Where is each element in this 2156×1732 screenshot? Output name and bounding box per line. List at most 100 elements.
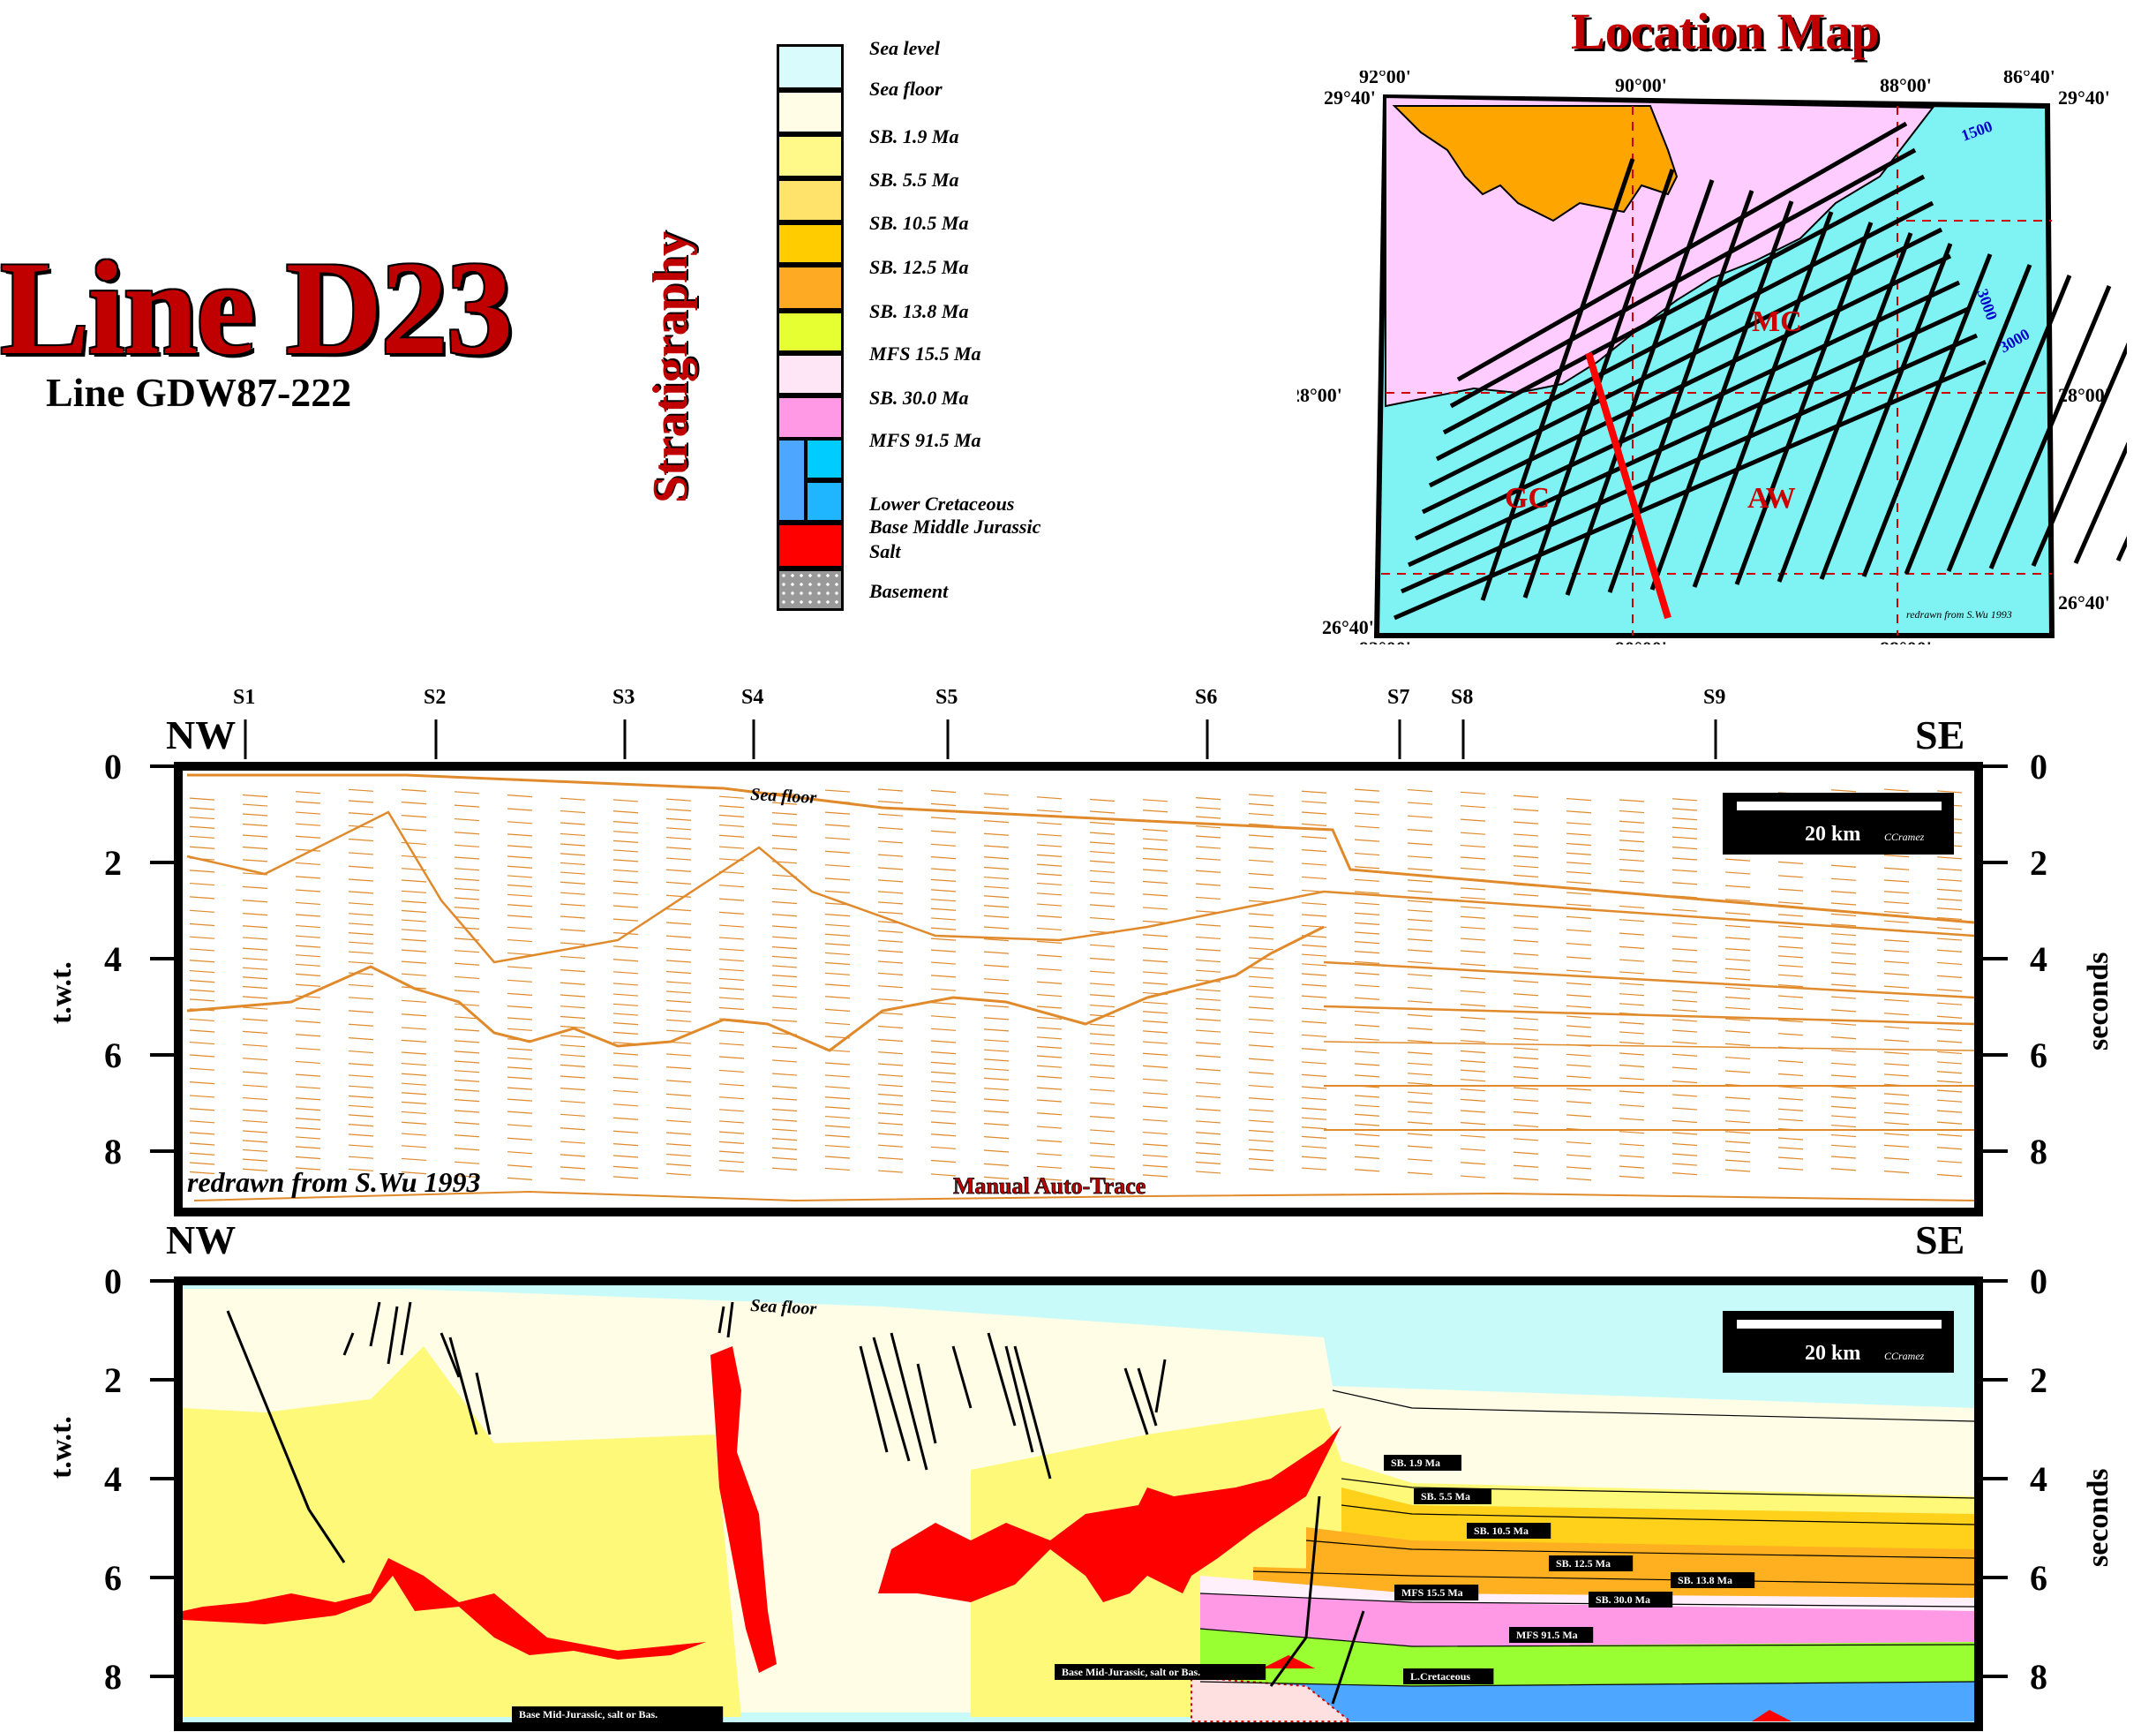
- map-credit: redrawn from S.Wu 1993: [1906, 608, 2012, 621]
- strat-name-8: SB. 30.0 Ma: [869, 387, 969, 409]
- strat-name-3: SB. 5.5 Ma: [869, 169, 959, 191]
- strat-name-12: Salt: [869, 540, 901, 562]
- horizon-label-box-9: [512, 1706, 724, 1722]
- strat-box-12: [777, 523, 844, 569]
- map-line-dip-13: [2031, 342, 2127, 567]
- seis-yticks-tick-R-4: 4: [2030, 939, 2047, 979]
- direction-nw-2: NW: [166, 1223, 236, 1262]
- map-line-dip-9: [1861, 253, 1993, 577]
- axis-label-left: t.w.t.: [45, 961, 78, 1024]
- sea-floor-label: Sea floor: [750, 785, 817, 808]
- interp-yticks-tick-L-4: 4: [104, 1459, 122, 1499]
- horizon-label-5: MFS 15.5 Ma: [1401, 1586, 1463, 1599]
- lon-top-1: 90°00': [1615, 74, 1667, 96]
- map-line-strike-3: [1414, 280, 1961, 541]
- map-line-strike-4: [1421, 253, 1952, 515]
- trace-hatch-15: [189, 960, 1963, 975]
- strat-box-2: [777, 134, 844, 178]
- seis-yticks-tick-R-2: 2: [2030, 843, 2047, 883]
- horizon-label-2: SB. 10.5 Ma: [1474, 1525, 1529, 1537]
- map-line-strike-0: [1394, 359, 1987, 621]
- map-line-strike-2: [1407, 306, 1970, 568]
- map-line-strike-6: [1435, 200, 1934, 462]
- sea-floor-label-2: Sea floor: [750, 1296, 817, 1319]
- map-line-dip-11: [1946, 275, 2072, 572]
- strat-box-3: [777, 178, 844, 222]
- trace-hatch-29: [189, 1121, 1963, 1135]
- map-line-dip-10: [1904, 264, 2032, 575]
- strat-box-4: [777, 222, 844, 265]
- interp-yticks-tick-R-4: 4: [2030, 1459, 2047, 1499]
- interp-frame: [174, 1276, 1983, 1731]
- lat-right-0: 29°40': [2058, 87, 2110, 109]
- interpreted-section-panel: NW SE: [45, 1223, 2115, 1731]
- lat-left-2: 26°40': [1322, 616, 1374, 638]
- trace-h1: [1323, 960, 1975, 999]
- horizon-label-box-3: [1549, 1555, 1634, 1571]
- strat-name-10: Lower Cretaceous: [869, 493, 1015, 515]
- trace-h3: [1323, 1041, 1975, 1051]
- map-line-dip-8: [1819, 243, 1953, 580]
- crossline-label-s1: S1: [233, 686, 255, 709]
- lon-top-0: 92°00': [1359, 71, 1411, 87]
- page-subtitle: Line GDW87-222: [46, 370, 352, 415]
- seis-yticks-tick-L-8: 8: [104, 1132, 122, 1171]
- map-line-strike-5: [1428, 227, 1943, 488]
- lat-left-1: 28°00': [1297, 384, 1342, 406]
- trace-hatch-11: [189, 915, 1963, 929]
- salt-body-2: [710, 1346, 777, 1673]
- trace-label: Manual Auto-Trace: [953, 1173, 1146, 1199]
- trace-hatch-20: [189, 1018, 1963, 1032]
- direction-se: SE: [1915, 712, 1964, 757]
- map-line-dip-3: [1607, 190, 1754, 593]
- map-label-mc: MC: [1752, 305, 1802, 338]
- interp-yticks-tick-L-2: 2: [104, 1360, 122, 1400]
- trace-hatch-13: [189, 938, 1963, 952]
- crossline-label-s3: S3: [612, 686, 635, 709]
- trace-hatch-30: [189, 1133, 1963, 1147]
- trace-hatch-18: [189, 995, 1963, 1009]
- strat-box-0: [777, 44, 844, 90]
- page-title: Line D23: [0, 234, 513, 382]
- scale-bar-label-2: 20 km: [1805, 1342, 1860, 1365]
- horizon-label-box-8: [1403, 1668, 1494, 1684]
- map-line-strike-7: [1442, 174, 1926, 435]
- strat-box-8: [777, 395, 844, 440]
- strat-name-11: Base Middle Jurassic: [869, 516, 1041, 538]
- layer-lower-cretaceous: [1200, 1682, 1974, 1721]
- map-line-dip-12: [1988, 285, 2112, 569]
- trace-hatch-17: [189, 983, 1963, 998]
- lon-bottom-0: 92°00': [1359, 637, 1411, 644]
- horizon-label-3: SB. 12.5 Ma: [1556, 1557, 1611, 1570]
- panel-credit: redrawn from S.Wu 1993: [187, 1166, 481, 1198]
- lat-left-0: 29°40': [1324, 87, 1376, 109]
- trace-hatch-7: [189, 869, 1963, 883]
- salt-body-3: [878, 1426, 1341, 1602]
- lat-right-2: 26°40': [2058, 591, 2110, 614]
- strat-box-11c: [805, 480, 844, 523]
- horizon-label-9: Base Mid-Jurassic, salt or Bas.: [519, 1708, 657, 1721]
- stratigraphy-label: Stratigraphy: [643, 231, 698, 503]
- lon-bottom-1: 90°00': [1615, 637, 1667, 644]
- map-lake: [1392, 105, 1679, 222]
- horizon-label-10: Base Mid-Jurassic, salt or Bas.: [1062, 1666, 1200, 1678]
- layer-sb19: [183, 1346, 741, 1717]
- horizon-label-8: L.Cretaceous: [1410, 1670, 1470, 1683]
- scale-credit-2: CCramez: [1884, 1350, 1925, 1362]
- strat-box-7: [777, 353, 844, 395]
- salt-body-5: [1752, 1710, 1792, 1721]
- seismic-trace-panel: S1 S2 S3 S4 S5 S6 S7 S8 S9 NW SE 0 0 2 2 4 4 6 6 8 8 t.w.…: [45, 686, 2115, 1216]
- map-label-aw: AW: [1747, 482, 1796, 515]
- trace-hatch-10: [189, 903, 1963, 917]
- strat-box-13: [777, 569, 844, 611]
- strat-name-5: SB. 12.5 Ma: [869, 256, 969, 278]
- seis-yticks-tick-L-4: 4: [104, 939, 122, 979]
- interp-yticks-tick-L-8: 8: [104, 1657, 122, 1697]
- scale-bar-2: [1737, 1320, 1942, 1329]
- strat-name-2: SB. 1.9 Ma: [869, 125, 959, 147]
- interp-yticks-tick-L-0: 0: [104, 1261, 122, 1301]
- trace-hatch-12: [189, 926, 1963, 940]
- interp-yticks-tick-R-2: 2: [2030, 1360, 2047, 1400]
- map-line-dip-5: [1692, 211, 1834, 588]
- crossline-label-s5: S5: [935, 686, 958, 709]
